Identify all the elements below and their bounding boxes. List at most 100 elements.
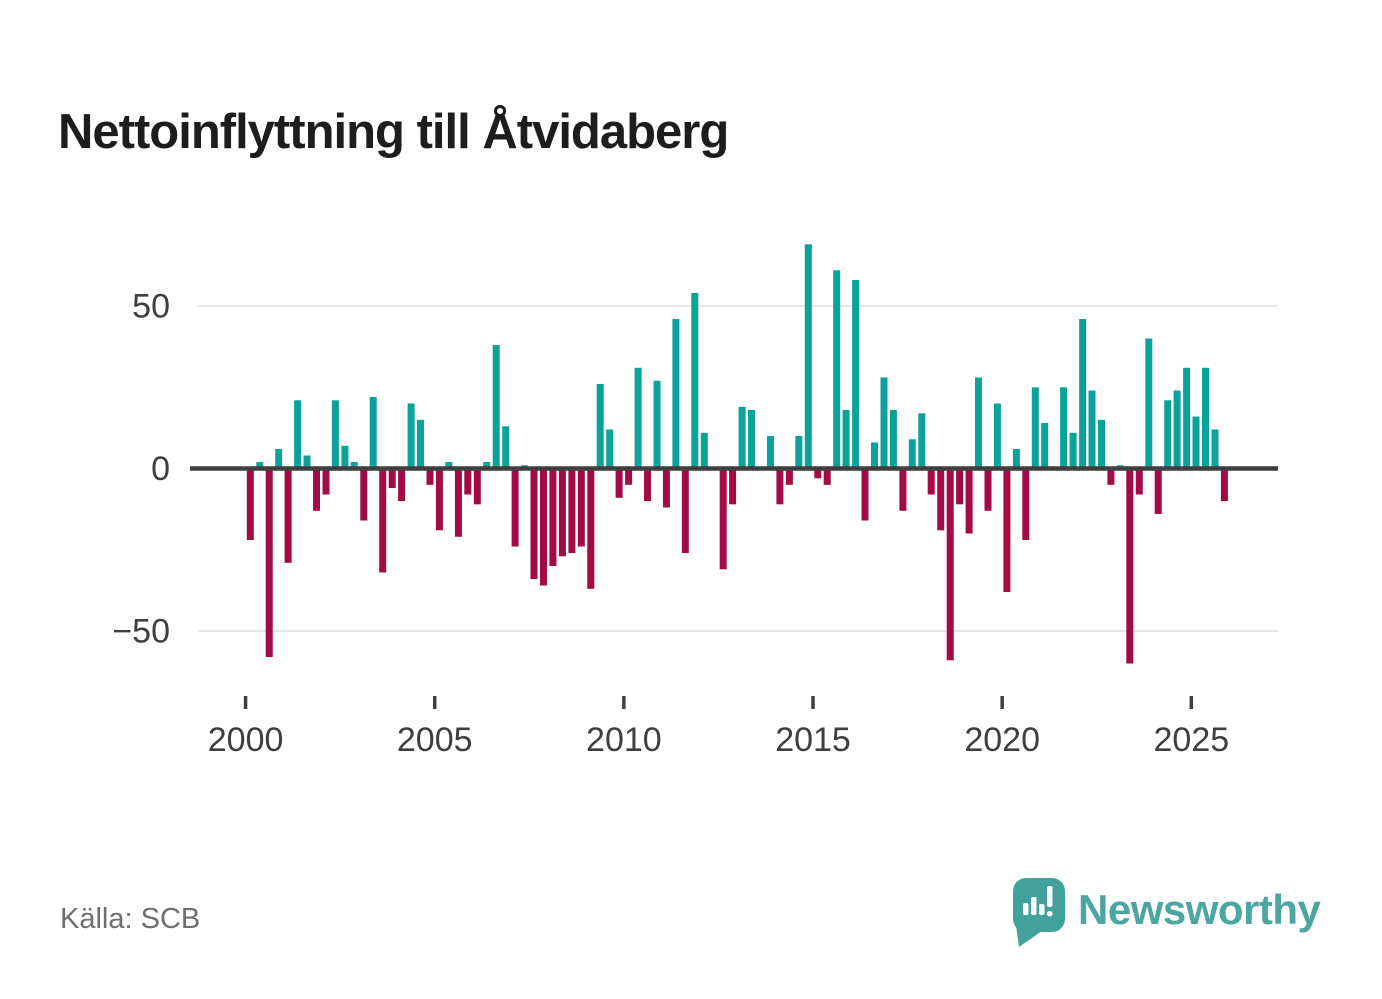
bar-2025Q2: [1202, 367, 1209, 469]
bar-2016Q2: [861, 468, 869, 521]
bar-2016Q3: [871, 442, 878, 469]
bar-2013Q4: [767, 436, 774, 469]
bar-2003Q3: [379, 468, 387, 573]
bar-2011Q4: [691, 293, 699, 469]
bar-2020Q4: [1031, 387, 1039, 469]
bar-2010Q2: [634, 367, 642, 469]
bar-2020Q1: [1003, 468, 1011, 592]
bar-2015Q3: [833, 270, 841, 469]
bar-2018Q3: [946, 468, 954, 661]
bar-2002Q4: [350, 462, 358, 469]
mini-bar-chart-icon: [1023, 886, 1053, 917]
bar-2020Q3: [1022, 468, 1030, 540]
bar-2017Q4: [918, 413, 926, 469]
bar-2010Q1: [625, 468, 633, 485]
bar-2017Q1: [889, 410, 897, 469]
bar-2001Q4: [313, 468, 320, 511]
bar-2000Q4: [275, 449, 283, 469]
bar-2008Q3: [568, 468, 576, 553]
x-tick-label-2020: 2020: [964, 721, 1040, 759]
bar-2017Q2: [899, 468, 907, 511]
bar-2003Q4: [388, 468, 396, 488]
bar-2006Q2: [483, 462, 491, 469]
bar-2011Q3: [681, 468, 689, 553]
bar-2019Q4: [993, 403, 1001, 469]
bar-2015Q4: [842, 410, 850, 469]
bar-2024Q1: [1154, 468, 1162, 514]
bar-2009Q4: [615, 468, 623, 498]
bar-2003Q2: [369, 397, 377, 469]
bar-2008Q4: [577, 468, 585, 547]
x-tick-label-2000: 2000: [208, 721, 284, 759]
bar-2019Q2: [975, 377, 982, 469]
bar-2015Q1: [814, 468, 822, 479]
bar-2017Q3: [908, 439, 916, 469]
bar-2009Q2: [596, 384, 604, 469]
x-tick-label-2005: 2005: [397, 721, 473, 759]
bar-2006Q1: [473, 468, 481, 505]
bar-2005Q4: [464, 468, 472, 495]
bar-2001Q2: [294, 400, 302, 469]
x-tick-label-2025: 2025: [1154, 721, 1230, 759]
bar-2020Q2: [1012, 449, 1020, 469]
bar-2015Q2: [823, 468, 831, 485]
bar-2013Q1: [738, 406, 746, 469]
bar-2002Q2: [331, 400, 339, 469]
bar-2001Q1: [284, 468, 292, 563]
bar-2000Q3: [265, 468, 273, 657]
bar-2009Q3: [606, 429, 614, 469]
bar-2014Q1: [776, 468, 784, 505]
bar-2019Q3: [984, 468, 992, 511]
bar-2021Q4: [1069, 432, 1077, 469]
bar-2007Q3: [530, 468, 538, 579]
bar-2005Q1: [435, 468, 443, 531]
x-tick-label-2015: 2015: [775, 721, 851, 759]
bar-2022Q1: [1079, 319, 1087, 469]
bar-2012Q3: [719, 468, 727, 570]
page-title: Nettoinflyttning till Åtvidaberg: [58, 104, 729, 159]
bar-2022Q2: [1088, 390, 1096, 469]
bar-2022Q3: [1098, 419, 1105, 469]
bar-2000Q1: [246, 468, 254, 540]
bar-2018Q2: [937, 468, 945, 531]
bar-2008Q2: [558, 468, 566, 557]
bar-2021Q3: [1060, 387, 1068, 469]
bar-2007Q1: [511, 468, 519, 547]
bar-2023Q3: [1135, 468, 1143, 495]
bar-2023Q4: [1145, 338, 1153, 469]
brand-wordmark: Newsworthy: [1078, 886, 1321, 933]
bar-2004Q1: [398, 468, 406, 501]
bar-2009Q1: [587, 468, 595, 589]
bar-2010Q4: [653, 380, 661, 469]
bar-2016Q1: [852, 280, 860, 469]
x-tick-label-2010: 2010: [586, 721, 662, 759]
bar-2012Q4: [729, 468, 737, 505]
bar-2004Q4: [426, 468, 434, 485]
bar-2018Q1: [927, 468, 935, 495]
bar-2018Q4: [956, 468, 964, 505]
bar-2002Q1: [322, 468, 330, 495]
bar-2025Q3: [1211, 429, 1219, 469]
bar-2011Q1: [662, 468, 670, 508]
bar-2010Q3: [644, 468, 651, 501]
bar-2025Q1: [1192, 416, 1200, 469]
bar-2024Q3: [1173, 390, 1181, 469]
bar-2024Q2: [1164, 400, 1172, 469]
bar-2005Q3: [454, 468, 462, 537]
newsworthy-bubble-icon: [1013, 878, 1065, 947]
bar-2003Q1: [360, 468, 368, 521]
y-tick-label-50: 50: [132, 288, 170, 326]
bar-2024Q4: [1183, 367, 1191, 469]
bar-2001Q3: [303, 455, 311, 469]
bar-2011Q2: [672, 319, 680, 469]
bar-2006Q4: [502, 426, 510, 469]
bar-2008Q1: [549, 468, 557, 566]
bar-2014Q4: [804, 244, 812, 469]
bar-2022Q4: [1107, 468, 1115, 485]
bar-2023Q2: [1126, 468, 1134, 664]
bar-2021Q1: [1041, 423, 1049, 469]
bar-2005Q2: [445, 462, 453, 469]
bar-2006Q3: [492, 345, 500, 469]
